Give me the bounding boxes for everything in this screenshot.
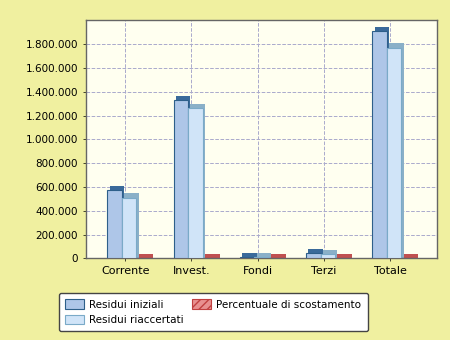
Bar xyxy=(124,193,139,258)
Legend: Residui iniziali, Residui riaccertati, Percentuale di scostamento: Residui iniziali, Residui riaccertati, P… xyxy=(59,293,368,332)
Bar xyxy=(404,254,419,258)
Bar xyxy=(176,96,190,258)
Bar xyxy=(190,104,205,258)
Bar xyxy=(139,254,153,258)
Bar xyxy=(338,254,352,258)
Bar xyxy=(323,250,338,258)
Bar xyxy=(110,186,124,258)
Bar xyxy=(306,253,320,258)
Bar xyxy=(320,254,335,258)
Bar xyxy=(271,254,286,258)
Bar xyxy=(122,198,136,258)
Bar xyxy=(308,249,323,258)
Bar xyxy=(374,27,389,258)
Bar xyxy=(240,257,254,258)
Bar xyxy=(205,254,220,258)
Bar xyxy=(242,253,256,258)
Bar xyxy=(256,253,271,258)
Bar xyxy=(389,44,404,258)
Bar xyxy=(387,48,401,258)
Bar xyxy=(174,100,188,258)
Bar xyxy=(188,108,202,258)
Bar xyxy=(372,31,387,258)
Bar xyxy=(108,190,122,258)
Bar xyxy=(254,257,269,258)
